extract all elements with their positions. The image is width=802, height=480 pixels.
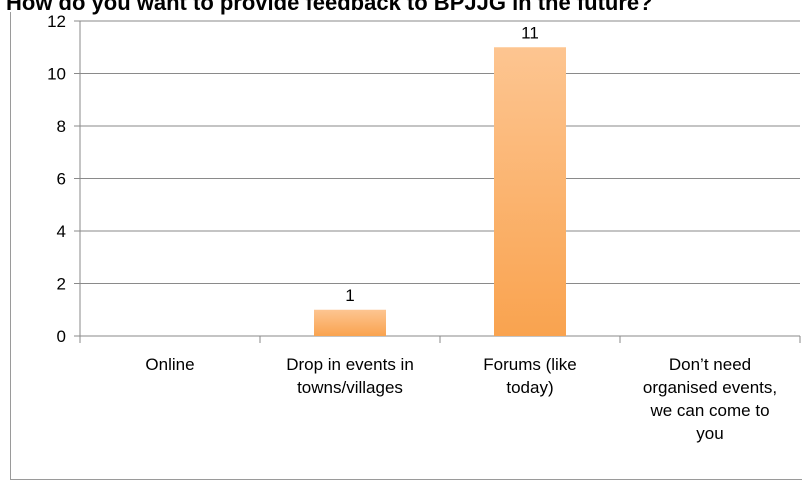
- y-tick-label: 4: [57, 222, 66, 241]
- category-label: we can come to: [649, 401, 769, 420]
- bar: [314, 309, 386, 336]
- gridlines: [80, 20, 800, 284]
- category-label: Online: [145, 355, 194, 374]
- chart-title: How do you want to provide feedback to B…: [6, 0, 653, 15]
- y-tick-label: 8: [57, 117, 66, 136]
- data-label: 1: [345, 286, 354, 305]
- y-tick-label: 12: [47, 12, 66, 31]
- labels: 0 2 4 6 8 10 12 Online 1 Drop in events in towns/v…: [47, 12, 777, 443]
- category-label: towns/villages: [297, 378, 403, 397]
- category-label: Don’t need: [669, 355, 751, 374]
- data-label: 11: [521, 23, 539, 42]
- y-tick-label: 0: [57, 327, 66, 346]
- y-tick-label: 2: [57, 275, 66, 294]
- category-label: today): [506, 378, 553, 397]
- bar: [494, 47, 566, 336]
- category-label: you: [696, 424, 723, 443]
- category-label: organised events,: [643, 378, 777, 397]
- category-label: Forums (like: [483, 355, 577, 374]
- y-tick-label: 6: [57, 170, 66, 189]
- category-label: Drop in events in: [286, 355, 414, 374]
- bars: [314, 47, 566, 336]
- y-tick-label: 10: [47, 65, 66, 84]
- axes: [74, 20, 801, 343]
